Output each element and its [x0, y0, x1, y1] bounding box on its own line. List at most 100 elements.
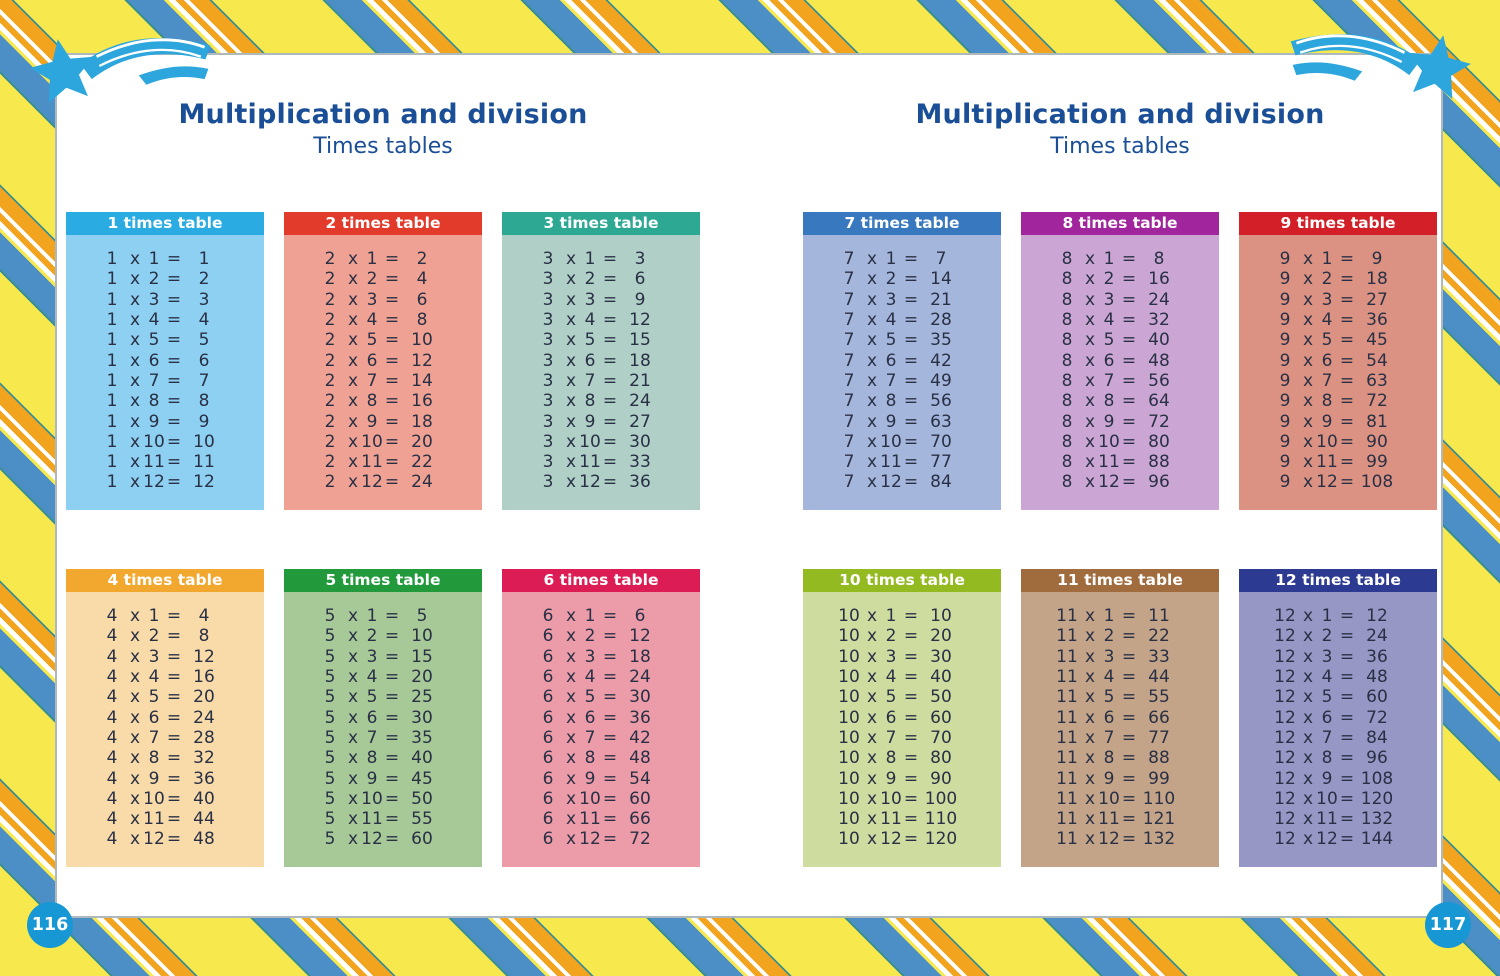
multiply-sign: x: [1302, 411, 1314, 432]
multiply-sign: x: [565, 707, 577, 728]
equals-sign: =: [1121, 391, 1137, 412]
multiplicand: 5: [324, 727, 336, 748]
multiply-sign: x: [866, 269, 878, 290]
multiply-sign: x: [866, 350, 878, 371]
product: 24: [1148, 289, 1170, 310]
times-table-row: 11 x 7 = 77: [1021, 728, 1219, 748]
multiplicand: 4: [106, 646, 118, 667]
multiplicand: 4: [106, 727, 118, 748]
equals-sign: =: [602, 350, 618, 371]
multiplicand: 1: [106, 391, 118, 412]
equals-sign: =: [903, 350, 919, 371]
multiplicand: 1: [106, 289, 118, 310]
multiplier: 5: [366, 687, 378, 708]
multiplier: 11: [1098, 809, 1120, 830]
multiplier: 4: [584, 310, 596, 331]
multiplicand: 12: [1274, 626, 1296, 647]
equals-sign: =: [1121, 829, 1137, 850]
multiplier: 4: [148, 310, 160, 331]
multiplier: 7: [1321, 370, 1333, 391]
times-table-row: 3 x 12 = 36: [502, 472, 700, 492]
multiplicand: 4: [106, 667, 118, 688]
multiply-sign: x: [129, 411, 141, 432]
equals-sign: =: [903, 727, 919, 748]
equals-sign: =: [903, 431, 919, 452]
multiplier: 7: [584, 370, 596, 391]
multiply-sign: x: [1302, 829, 1314, 850]
multiply-sign: x: [866, 411, 878, 432]
multiply-sign: x: [1084, 829, 1096, 850]
equals-sign: =: [903, 391, 919, 412]
equals-sign: =: [1339, 626, 1355, 647]
product: 99: [1366, 452, 1388, 473]
equals-sign: =: [903, 809, 919, 830]
multiplier: 5: [584, 687, 596, 708]
multiply-sign: x: [1084, 809, 1096, 830]
times-table-row: 10 x 6 = 60: [803, 707, 1001, 728]
product: 24: [1366, 626, 1388, 647]
product: 4: [198, 310, 210, 331]
multiplicand: 8: [1061, 330, 1073, 351]
times-table-header: 8 times table: [1021, 212, 1219, 235]
equals-sign: =: [166, 707, 182, 728]
product: 30: [629, 687, 651, 708]
multiplicand: 3: [542, 289, 554, 310]
multiplicand: 10: [838, 667, 860, 688]
multiplier: 5: [885, 687, 897, 708]
page-number-badge: 116: [27, 902, 73, 948]
equals-sign: =: [1121, 748, 1137, 769]
product: 33: [629, 452, 651, 473]
multiplicand: 9: [1279, 370, 1291, 391]
times-table-row: 9 x 3 = 27: [1239, 290, 1437, 310]
multiplier: 12: [143, 472, 165, 493]
times-table-body: 4 x 1 = 4 4 x 2 = 8 4 x 3 = 12 4 x 4 = 1…: [66, 592, 264, 867]
product: 30: [411, 707, 433, 728]
product: 8: [1153, 249, 1165, 270]
page-title: Multiplication and division: [178, 99, 588, 130]
product: 132: [1360, 809, 1394, 830]
product: 33: [1148, 646, 1170, 667]
multiplier: 12: [1316, 472, 1338, 493]
times-table-row: 10 x 11 = 110: [803, 809, 1001, 829]
equals-sign: =: [602, 310, 618, 331]
times-table-row: 2 x 3 = 6: [284, 290, 482, 310]
multiply-sign: x: [866, 646, 878, 667]
multiply-sign: x: [347, 707, 359, 728]
multiplier: 6: [366, 707, 378, 728]
multiply-sign: x: [129, 606, 141, 627]
comet-streak: [1295, 34, 1406, 54]
times-table-row: 10 x 9 = 90: [803, 768, 1001, 789]
equals-sign: =: [166, 687, 182, 708]
multiplier: 6: [885, 350, 897, 371]
multiplier: 9: [584, 768, 596, 789]
times-table-body: 10 x 1 = 10 10 x 2 = 20 10 x 3 = 30 10 x…: [803, 592, 1001, 867]
multiplicand: 8: [1061, 310, 1073, 331]
shooting-star-icon: [30, 38, 211, 104]
times-table-row: 10 x 5 = 50: [803, 687, 1001, 707]
multiplier: 11: [1098, 452, 1120, 473]
multiplicand: 6: [542, 768, 554, 789]
multiply-sign: x: [347, 646, 359, 667]
product: 90: [1366, 431, 1388, 452]
equals-sign: =: [1339, 411, 1355, 432]
equals-sign: =: [602, 606, 618, 627]
product: 8: [198, 626, 210, 647]
product: 45: [411, 768, 433, 789]
product: 20: [411, 667, 433, 688]
multiply-sign: x: [129, 687, 141, 708]
times-table-row: 2 x 8 = 16: [284, 391, 482, 411]
times-table-row: 7 x 12 = 84: [803, 472, 1001, 492]
multiply-sign: x: [347, 310, 359, 331]
product: 99: [1148, 768, 1170, 789]
multiply-sign: x: [129, 788, 141, 809]
equals-sign: =: [166, 646, 182, 667]
product: 14: [930, 269, 952, 290]
times-table-header: 12 times table: [1239, 569, 1437, 592]
multiplier: 1: [1103, 606, 1115, 627]
product: 42: [930, 350, 952, 371]
multiplicand: 9: [1279, 411, 1291, 432]
multiply-sign: x: [866, 249, 878, 270]
multiply-sign: x: [129, 472, 141, 493]
times-table-row: 8 x 1 = 8: [1021, 249, 1219, 269]
product: 28: [193, 727, 215, 748]
